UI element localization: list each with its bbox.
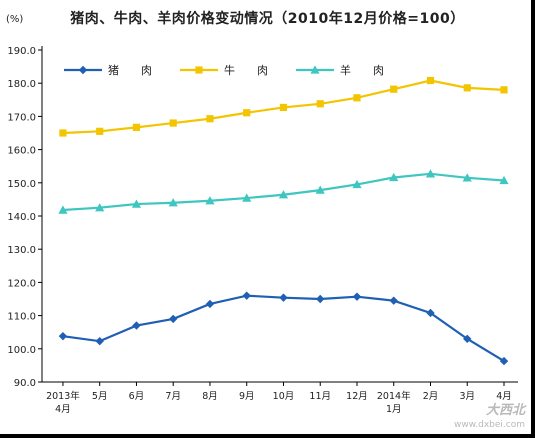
x-tick-label: 6月	[129, 391, 145, 402]
data-point	[425, 169, 436, 178]
x-tick-label: 5月	[92, 391, 108, 402]
data-point	[390, 85, 398, 93]
data-point	[499, 356, 509, 366]
y-tick-label: 100.0	[7, 345, 36, 356]
x-tick-label: 10月	[273, 391, 295, 402]
legend-item-1: 牛 肉	[180, 63, 268, 77]
legend-marker	[195, 66, 203, 74]
data-point	[389, 172, 399, 182]
legend-item-0: 猪 肉	[64, 64, 152, 77]
x-tick-label: 7月	[165, 391, 181, 402]
series-group	[58, 76, 509, 366]
data-point	[316, 100, 324, 108]
data-point	[58, 331, 68, 341]
data-point	[352, 179, 362, 189]
data-point	[315, 185, 325, 194]
watermark-logo: 大西北 www.dxbei.com	[454, 403, 525, 431]
chart-title: 猪肉、牛肉、羊肉价格变动情况（2010年12月价格=100）	[70, 11, 465, 27]
x-tick-label: 2014年	[377, 390, 411, 402]
x-tick-label: 11月	[309, 391, 331, 402]
data-point	[426, 76, 435, 85]
y-tick-label: 90.0	[14, 378, 36, 389]
data-point	[205, 299, 215, 309]
x-tick-label: 9月	[239, 391, 255, 402]
data-point	[205, 196, 215, 205]
data-point	[278, 190, 289, 199]
data-point	[206, 115, 214, 123]
data-point	[58, 205, 68, 214]
frame-border-bottom	[0, 434, 535, 438]
x-tick-label: 4月	[55, 404, 71, 415]
legend-label: 羊 肉	[340, 63, 384, 77]
y-tick-label: 180.0	[7, 79, 36, 90]
y-tick-label: 190.0	[7, 46, 36, 57]
data-point	[242, 193, 252, 202]
data-point	[463, 334, 472, 344]
y-unit-label: (%)	[6, 14, 24, 25]
data-point	[96, 127, 104, 135]
x-tick-label: 2013年	[46, 390, 80, 402]
data-point	[132, 321, 141, 330]
data-point	[500, 86, 508, 94]
data-point	[352, 292, 362, 301]
data-point	[132, 123, 141, 131]
data-point	[279, 103, 288, 112]
y-tick-label: 140.0	[7, 212, 36, 223]
data-point	[59, 129, 67, 137]
series-line	[62, 294, 505, 363]
data-point	[243, 109, 251, 117]
legend-marker	[310, 65, 320, 74]
y-tick-label: 170.0	[7, 112, 36, 123]
y-tick-label: 130.0	[7, 245, 36, 256]
x-tick-label: 12月	[346, 391, 368, 402]
data-point	[95, 203, 105, 212]
data-point	[389, 296, 398, 305]
y-tick-label: 150.0	[7, 179, 36, 190]
y-tick-label: 120.0	[7, 278, 36, 289]
data-point	[242, 291, 251, 300]
data-point	[353, 94, 361, 102]
data-point	[131, 199, 142, 208]
data-point	[426, 308, 435, 318]
x-tick-label: 3月	[459, 391, 475, 402]
y-tick-label: 110.0	[7, 312, 36, 323]
data-point	[316, 294, 325, 304]
x-tick-label: 4月	[496, 391, 512, 402]
data-point	[499, 175, 509, 185]
legend-label: 牛 肉	[224, 63, 268, 77]
frame-border-right	[531, 0, 535, 438]
x-tick-label: 8月	[202, 391, 218, 402]
data-point	[462, 173, 472, 182]
data-point	[169, 314, 178, 324]
series-2	[58, 169, 509, 214]
axes-group: 90.0 100.0 110.0 120.0 130.0 140.0 150.0 160.0 1…	[7, 46, 518, 415]
legend-marker	[78, 65, 88, 75]
y-tick-label: 160.0	[7, 146, 36, 157]
series-0	[58, 291, 509, 366]
x-tick-label: 2月	[423, 391, 439, 402]
data-point	[168, 198, 178, 207]
legend-group: 猪 肉牛 肉羊 肉	[64, 63, 384, 77]
data-point	[169, 119, 177, 127]
data-point	[95, 336, 104, 346]
data-point	[463, 84, 471, 92]
data-point	[279, 293, 288, 302]
series-1	[59, 76, 508, 137]
x-tick-label: 1月	[386, 404, 402, 415]
legend-label: 猪 肉	[108, 64, 152, 77]
legend-item-2: 羊 肉	[296, 63, 384, 77]
